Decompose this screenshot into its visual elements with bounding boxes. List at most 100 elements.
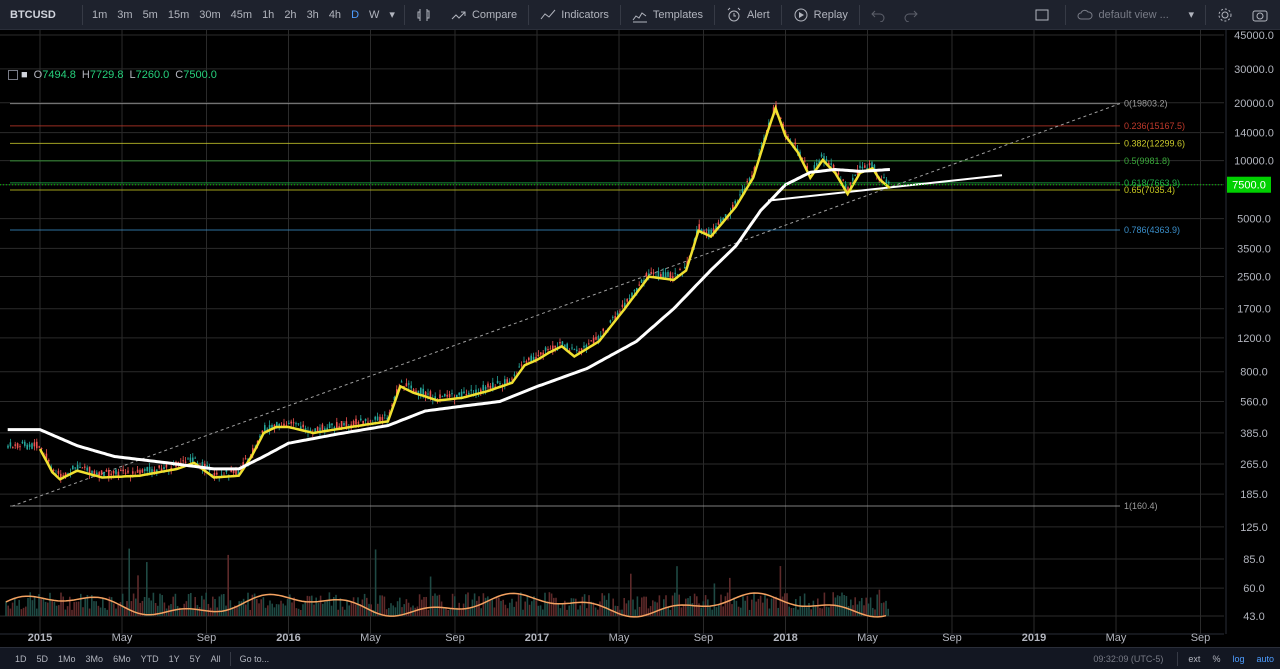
candle-body — [674, 272, 676, 274]
ext-toggle[interactable]: ext — [1188, 653, 1201, 664]
range-1mo[interactable]: 1Mo — [58, 653, 76, 664]
candle-body — [196, 462, 199, 465]
goto-button[interactable]: Go to... — [239, 653, 270, 664]
y-tick-label: 1700.0 — [1237, 304, 1271, 316]
range-6mo[interactable]: 6Mo — [113, 653, 131, 664]
log-toggle[interactable]: log — [1232, 653, 1245, 664]
candle-body — [156, 469, 158, 472]
interval-2h[interactable]: 2h — [284, 8, 297, 21]
candle-body — [813, 165, 816, 170]
settings-button[interactable] — [1210, 0, 1245, 30]
candle-body — [244, 458, 247, 460]
fibonacci-retracement[interactable]: 0(19803.2) 0.236(15167.5) 0.382(12299.6) 0.… — [10, 99, 1185, 511]
undo-button[interactable] — [864, 0, 897, 30]
trend-lines[interactable] — [11, 103, 1121, 507]
candle-body — [38, 446, 40, 448]
fullscreen-button[interactable] — [1028, 0, 1061, 30]
candle-body — [799, 151, 801, 156]
interval-d[interactable]: D — [351, 8, 360, 21]
candle-body — [364, 418, 367, 421]
candle-body — [823, 156, 825, 162]
range-ytd[interactable]: YTD — [140, 653, 159, 664]
candle-body — [645, 273, 648, 277]
legend-collapse-icon[interactable] — [8, 70, 18, 80]
price-chart[interactable]: 0(19803.2) 0.236(15167.5) 0.382(12299.6) 0.… — [0, 30, 1280, 647]
symbol-search[interactable]: BTCUSD — [10, 8, 56, 21]
interval-4h[interactable]: 4h — [328, 8, 342, 21]
templates-button[interactable]: Templates — [625, 0, 710, 30]
price-axis[interactable]: 45000.0 30000.0 20000.0 14000.0 10000.0 5000.… — [0, 30, 1274, 634]
candle-body — [295, 423, 297, 425]
candle-body — [460, 391, 463, 397]
compare-button[interactable]: Compare — [444, 0, 524, 30]
bottom-toolbar: 1D 5D 1Mo 3Mo 6Mo YTD 1Y 5Y All Go to...… — [0, 647, 1280, 669]
alert-button[interactable]: Alert — [719, 0, 777, 30]
range-all[interactable]: All — [210, 653, 221, 664]
range-1y[interactable]: 1Y — [168, 653, 180, 664]
candle-body — [321, 424, 324, 430]
time-axis[interactable]: 2015 May Sep 2016 May Sep 2017 May Sep 2018 May Sep… — [0, 632, 1224, 644]
interval-3h[interactable]: 3h — [306, 8, 319, 21]
candle-body — [415, 390, 417, 394]
range-5y[interactable]: 5Y — [189, 653, 201, 664]
redo-button[interactable] — [897, 0, 930, 30]
replay-label: Replay — [813, 8, 848, 21]
candle-body — [350, 424, 352, 426]
range-1d[interactable]: 1D — [15, 653, 27, 664]
candle-body — [88, 466, 91, 475]
candle-body — [290, 421, 292, 424]
candle-body — [141, 469, 144, 473]
chart-type-button[interactable] — [409, 0, 444, 30]
candle-body — [482, 384, 484, 391]
interval-15m[interactable]: 15m — [167, 8, 190, 21]
candle-body — [657, 271, 660, 278]
candle-body — [434, 396, 436, 401]
range-3mo[interactable]: 3Mo — [85, 653, 104, 664]
candle-body — [861, 166, 864, 169]
candle-body — [537, 354, 540, 356]
percent-toggle[interactable]: % — [1212, 653, 1221, 664]
interval-45m[interactable]: 45m — [230, 8, 253, 21]
candle-body — [240, 469, 242, 471]
interval-1m[interactable]: 1m — [92, 8, 108, 21]
layout-dropdown[interactable]: default view ... ▾ — [1070, 0, 1201, 30]
candle-body — [475, 389, 477, 395]
interval-w[interactable]: W — [369, 8, 380, 21]
candle-body — [36, 441, 38, 449]
candle-body — [508, 381, 511, 383]
interval-5m[interactable]: 5m — [142, 8, 158, 21]
candle-body — [525, 361, 528, 363]
candle-body — [626, 298, 628, 302]
interval-30m[interactable]: 30m — [199, 8, 221, 21]
candle-body — [888, 181, 890, 184]
candle-body — [376, 416, 379, 421]
interval-dropdown-icon[interactable]: ▾ — [389, 9, 395, 21]
chart-pane[interactable]: 0(19803.2) 0.236(15167.5) 0.382(12299.6) 0.… — [0, 30, 1280, 669]
candle-body — [650, 271, 652, 273]
templates-icon — [632, 11, 647, 22]
y-tick-label: 45000.0 — [1234, 30, 1274, 42]
chevron-down-icon: ▾ — [1188, 9, 1194, 21]
candle-body — [715, 225, 717, 230]
candle-body — [220, 474, 223, 476]
candle-body — [81, 467, 84, 469]
x-tick-label: Sep — [694, 632, 714, 644]
candle-body — [136, 469, 139, 473]
interval-1h[interactable]: 1h — [262, 8, 275, 21]
candle-body — [564, 344, 566, 350]
auto-toggle[interactable]: auto — [1256, 653, 1274, 664]
x-tick-label: Sep — [942, 632, 962, 644]
candle-body — [62, 475, 64, 477]
candle-body — [105, 470, 108, 472]
replay-button[interactable]: Replay — [786, 0, 855, 30]
moving-averages — [7, 104, 891, 481]
interval-3m[interactable]: 3m — [117, 8, 133, 21]
candle-body — [820, 154, 823, 157]
range-5d[interactable]: 5D — [36, 653, 49, 664]
candle-body — [576, 349, 578, 352]
snapshot-button[interactable] — [1245, 0, 1280, 30]
candle-body — [153, 469, 156, 474]
candle-body — [261, 430, 264, 433]
indicators-button[interactable]: Indicators — [533, 0, 616, 30]
x-tick-label: May — [609, 632, 630, 644]
